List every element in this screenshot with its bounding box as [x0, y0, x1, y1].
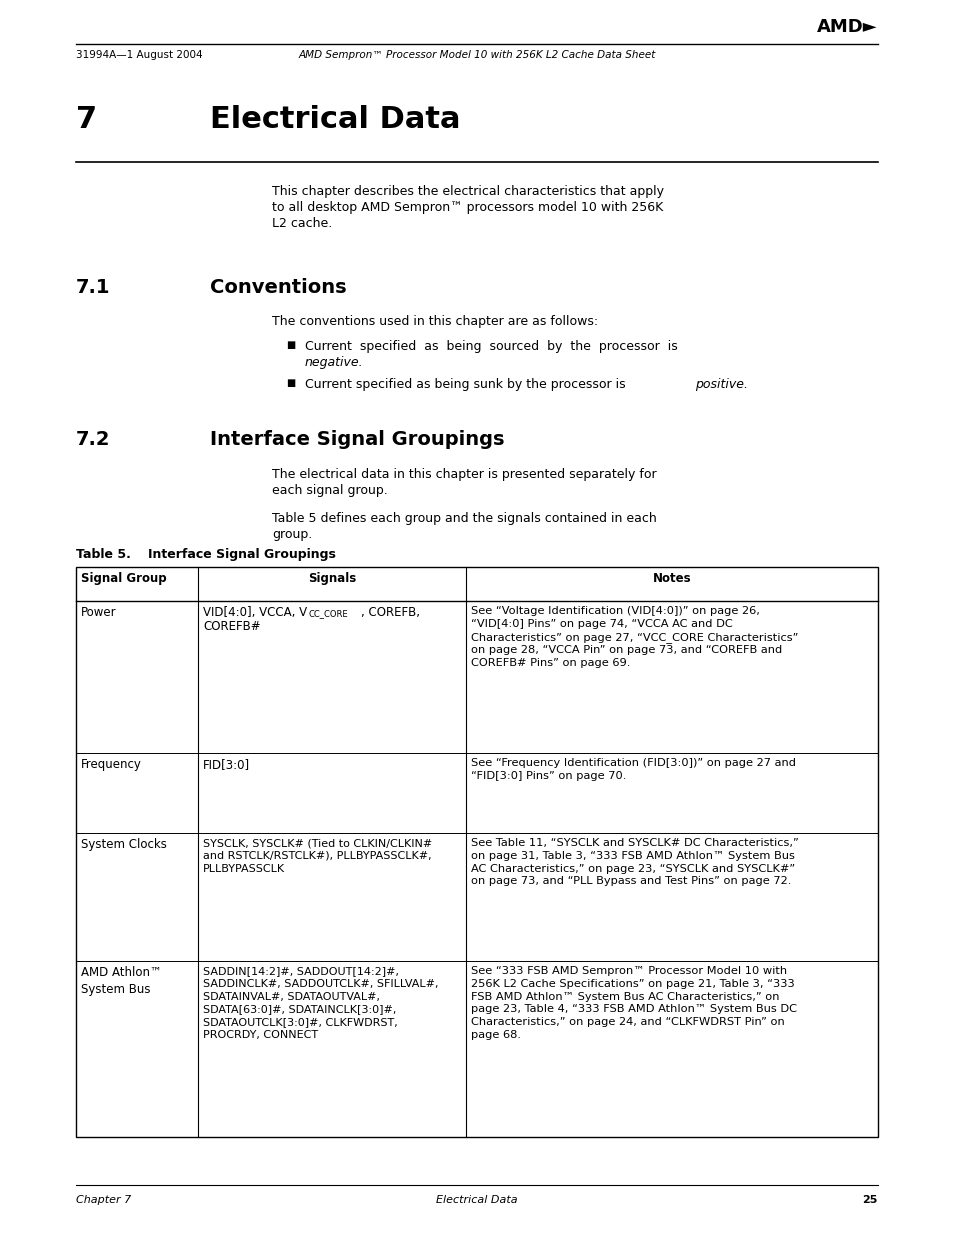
Text: Chapter 7: Chapter 7	[76, 1195, 132, 1205]
Text: ■: ■	[286, 378, 294, 388]
Text: This chapter describes the electrical characteristics that apply: This chapter describes the electrical ch…	[272, 185, 663, 198]
Text: 25: 25	[862, 1195, 877, 1205]
Text: SADDIN[14:2]#, SADDOUT[14:2]#,
SADDINCLK#, SADDOUTCLK#, SFILLVAL#,
SDATAINVAL#, : SADDIN[14:2]#, SADDOUT[14:2]#, SADDINCLK…	[203, 966, 438, 1040]
Text: Signals: Signals	[308, 572, 355, 585]
Text: ■: ■	[286, 340, 294, 350]
Text: Table 5.: Table 5.	[76, 548, 131, 561]
Text: See Table 11, “SYSCLK and SYSCLK# DC Characteristics,”
on page 31, Table 3, “333: See Table 11, “SYSCLK and SYSCLK# DC Cha…	[471, 839, 798, 887]
Text: AMD►: AMD►	[817, 19, 877, 36]
Text: See “Frequency Identification (FID[3:0])” on page 27 and
“FID[3:0] Pins” on page: See “Frequency Identification (FID[3:0])…	[471, 758, 795, 781]
Text: System Clocks: System Clocks	[81, 839, 167, 851]
Text: FID[3:0]: FID[3:0]	[203, 758, 250, 771]
Text: Current specified as being sunk by the processor is: Current specified as being sunk by the p…	[305, 378, 629, 391]
Text: Notes: Notes	[652, 572, 691, 585]
Text: 31994A—1 August 2004: 31994A—1 August 2004	[76, 49, 202, 61]
Text: Frequency: Frequency	[81, 758, 142, 771]
Bar	[76, 567, 877, 1137]
Text: COREFB#: COREFB#	[203, 620, 260, 632]
Text: Interface Signal Groupings: Interface Signal Groupings	[210, 430, 504, 450]
Text: Signal Group: Signal Group	[81, 572, 167, 585]
Text: negative.: negative.	[305, 356, 363, 369]
Text: Conventions: Conventions	[210, 278, 346, 296]
Text: L2 cache.: L2 cache.	[272, 217, 332, 230]
Text: See “Voltage Identification (VID[4:0])” on page 26,
“VID[4:0] Pins” on page 74, : See “Voltage Identification (VID[4:0])” …	[471, 606, 798, 668]
Text: VID[4:0], VCCA, V: VID[4:0], VCCA, V	[203, 606, 307, 619]
Text: 7.1: 7.1	[76, 278, 111, 296]
Text: each signal group.: each signal group.	[272, 484, 387, 496]
Text: Interface Signal Groupings: Interface Signal Groupings	[148, 548, 335, 561]
Text: The electrical data in this chapter is presented separately for: The electrical data in this chapter is p…	[272, 468, 656, 480]
Text: AMD Athlon™
System Bus: AMD Athlon™ System Bus	[81, 966, 162, 995]
Text: , COREFB,: , COREFB,	[360, 606, 419, 619]
Text: to all desktop AMD Sempron™ processors model 10 with 256K: to all desktop AMD Sempron™ processors m…	[272, 201, 662, 214]
Text: SYSCLK, SYSCLK# (Tied to CLKIN/CLKIN#
and RSTCLK/RSTCLK#), PLLBYPASSCLK#,
PLLBYP: SYSCLK, SYSCLK# (Tied to CLKIN/CLKIN# an…	[203, 839, 432, 873]
Text: Current  specified  as  being  sourced  by  the  processor  is: Current specified as being sourced by th…	[305, 340, 677, 353]
Text: CC_CORE: CC_CORE	[309, 609, 348, 618]
Text: Electrical Data: Electrical Data	[436, 1195, 517, 1205]
Text: group.: group.	[272, 529, 312, 541]
Text: Electrical Data: Electrical Data	[210, 105, 460, 135]
Text: Power: Power	[81, 606, 116, 619]
Text: AMD Sempron™ Processor Model 10 with 256K L2 Cache Data Sheet: AMD Sempron™ Processor Model 10 with 256…	[298, 49, 655, 61]
Text: Table 5 defines each group and the signals contained in each: Table 5 defines each group and the signa…	[272, 513, 656, 525]
Text: 7.2: 7.2	[76, 430, 111, 450]
Text: The conventions used in this chapter are as follows:: The conventions used in this chapter are…	[272, 315, 598, 329]
Text: positive.: positive.	[695, 378, 747, 391]
Text: 7: 7	[76, 105, 97, 135]
Text: See “333 FSB AMD Sempron™ Processor Model 10 with
256K L2 Cache Specifications” : See “333 FSB AMD Sempron™ Processor Mode…	[471, 966, 796, 1040]
